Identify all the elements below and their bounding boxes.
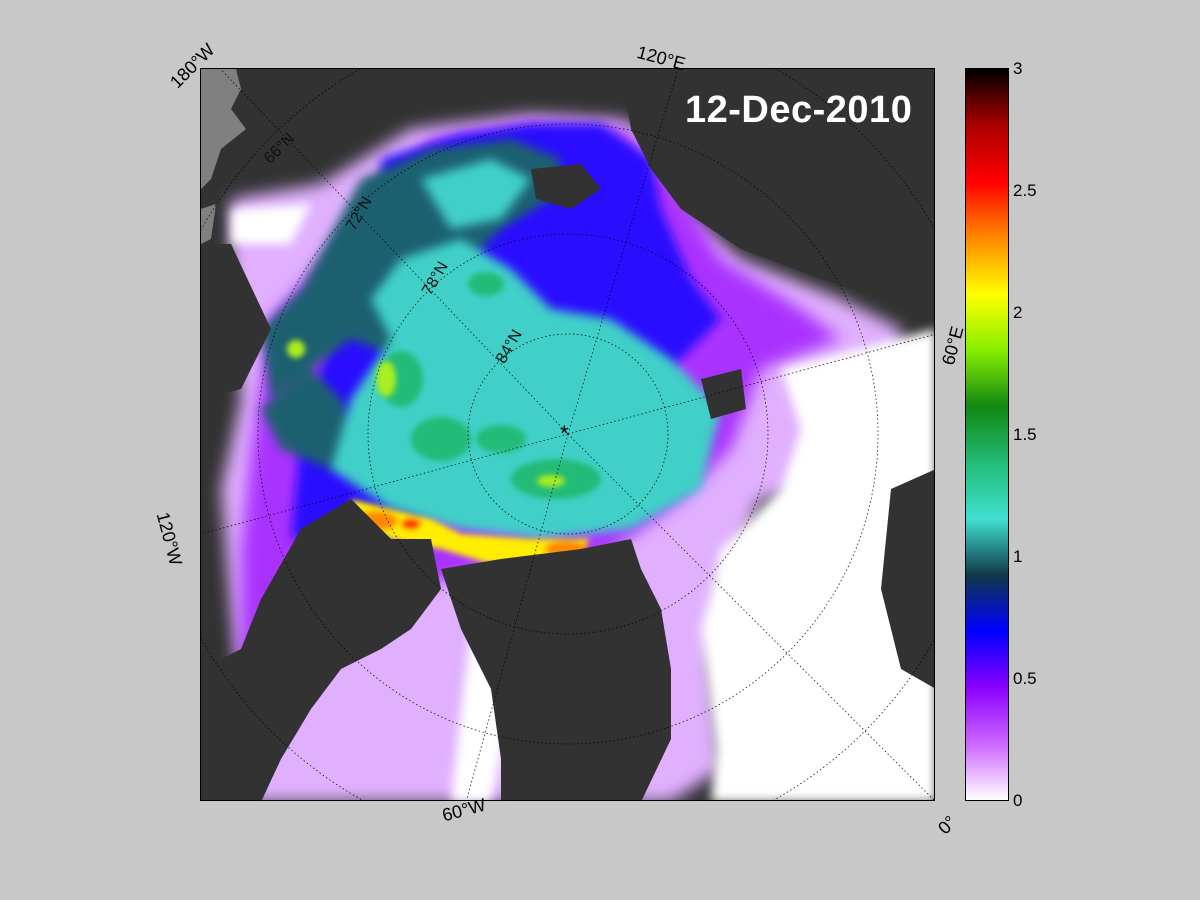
north-pole-marker: * bbox=[560, 421, 569, 446]
latitude-circle-72 bbox=[257, 123, 879, 745]
colorbar-tick: 2.5 bbox=[1013, 181, 1037, 200]
colorbar-tick: 0.5 bbox=[1013, 669, 1037, 688]
ice-turquoise bbox=[331, 159, 721, 539]
ice-lime bbox=[287, 340, 565, 487]
colorbar-tick: 3 bbox=[1013, 59, 1023, 78]
colorbar-tick: 0 bbox=[1013, 791, 1023, 810]
colorbar-tick: 2 bbox=[1013, 303, 1023, 322]
meridian-120w bbox=[201, 433, 569, 535]
longitude-label-0: 0° bbox=[934, 811, 961, 839]
grey-landfast-area bbox=[201, 69, 246, 189]
meridian-120e bbox=[567, 69, 679, 435]
greenland-landmass bbox=[441, 539, 671, 800]
colorbar-tick: 1 bbox=[1013, 547, 1023, 566]
meridian-0 bbox=[567, 433, 934, 800]
new-siberian-islands bbox=[531, 164, 601, 209]
longitude-label-60e: 60°E bbox=[938, 324, 968, 368]
latitude-circle-78 bbox=[367, 233, 769, 635]
svalbard-island bbox=[701, 369, 746, 419]
scandinavia-landmass bbox=[881, 469, 934, 688]
canadian-archipelago bbox=[201, 499, 441, 800]
longitude-label-120w: 120°W bbox=[152, 510, 187, 568]
latitude-circle-84 bbox=[467, 333, 669, 535]
graticule bbox=[201, 69, 934, 800]
colorbar-tick: 1.5 bbox=[1013, 425, 1037, 444]
land-masses bbox=[201, 69, 934, 800]
grey-landfast-area bbox=[201, 204, 216, 244]
siberia-landmass bbox=[621, 69, 934, 319]
date-label: 12-Dec-2010 bbox=[685, 89, 913, 131]
ice-thickness-map: 12-Dec-2010 bbox=[200, 68, 935, 801]
alaska-landmass bbox=[201, 244, 271, 399]
map-canvas bbox=[201, 69, 934, 800]
colorbar bbox=[965, 68, 1009, 801]
